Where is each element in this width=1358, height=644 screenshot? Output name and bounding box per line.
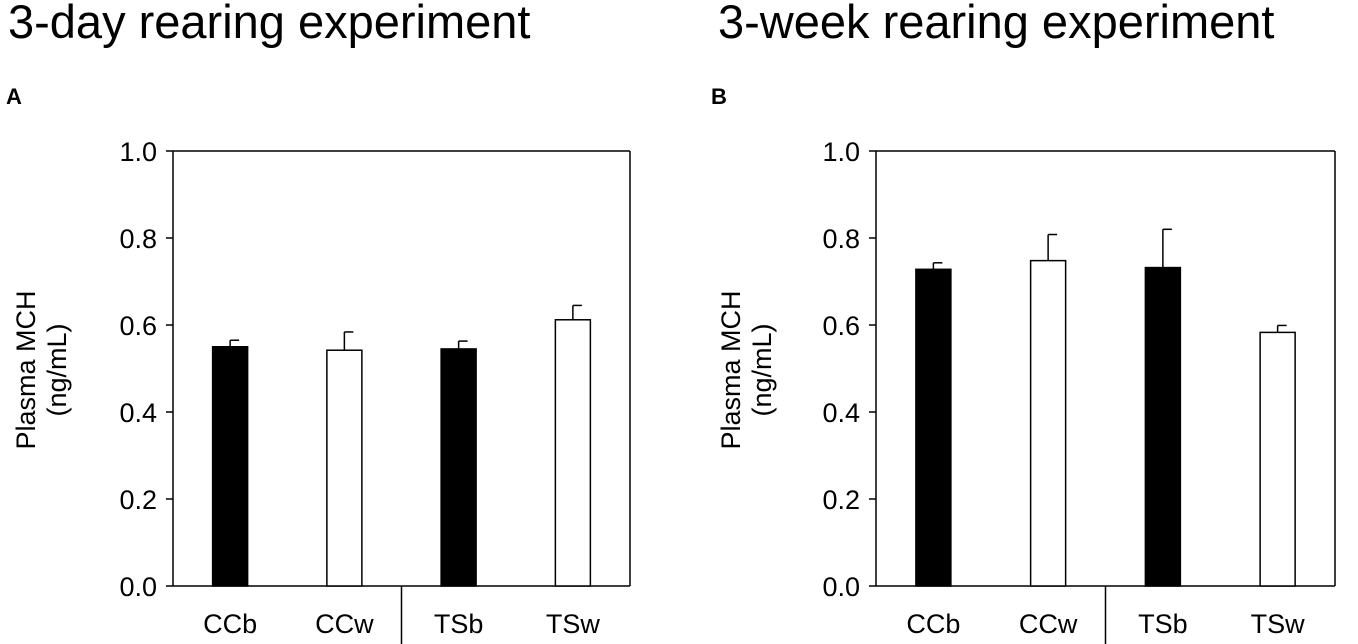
panel-b-bar-tsw xyxy=(1259,331,1296,587)
panel-b-xtick-label-tsb: TSb xyxy=(1138,609,1188,639)
panel-a-xtick-label-ccw: CCw xyxy=(315,609,374,639)
panel-a-title: 3-day rearing experiment xyxy=(8,0,531,48)
panel-b-ytick-label: 0.2 xyxy=(822,485,860,515)
panel-a-xtick-label-ccb: CCb xyxy=(203,609,257,639)
panel-a-ytick-label: 1.0 xyxy=(119,137,157,167)
panel-b-bar-ccw xyxy=(1029,259,1067,587)
panel-b-ylabel-line1: Plasma MCH xyxy=(716,290,746,449)
panel-b-ytick-label: 0.0 xyxy=(822,572,860,602)
panel-a-bar-tsw xyxy=(554,319,592,587)
panel-a-ytick-label: 0.4 xyxy=(119,398,157,428)
panel-b-ytick-label: 0.6 xyxy=(822,311,860,341)
panel-a-bar-ccw xyxy=(326,349,363,587)
panel-b-bar-tsb xyxy=(1144,266,1182,587)
panel-b-xtick-label-ccw: CCw xyxy=(1019,609,1078,639)
panel-a-ytick-label: 0.8 xyxy=(119,224,157,254)
panel-b-title: 3-week rearing experiment xyxy=(718,0,1275,48)
panel-b-bar-ccb xyxy=(915,268,952,587)
panel-a-xtick-label-tsb: TSb xyxy=(434,609,484,639)
panel-a-ytick-label: 0.6 xyxy=(119,311,157,341)
panel-b-label: B xyxy=(711,84,727,109)
panel-b-ytick-label: 0.8 xyxy=(822,224,860,254)
panel-a-ytick-label: 0.2 xyxy=(119,485,157,515)
panel-a-ylabel-line1: Plasma MCH xyxy=(11,290,41,449)
panel-b-ylabel-line2: (ng/mL) xyxy=(747,323,777,416)
panel-a-label: A xyxy=(6,84,22,109)
panel-a-xtick-label-tsw: TSw xyxy=(546,609,601,639)
panel-b-ytick-label: 0.4 xyxy=(822,398,860,428)
panel-b-xtick-label-tsw: TSw xyxy=(1251,609,1306,639)
panel-b-ytick-label: 1.0 xyxy=(822,137,860,167)
panel-a-bar-tsb xyxy=(440,348,477,587)
panel-a-ylabel-line2: (ng/mL) xyxy=(42,323,72,416)
panel-b-xtick-label-ccb: CCb xyxy=(906,609,960,639)
panel-a-bar-ccb xyxy=(211,346,249,587)
panel-a-ytick-label: 0.0 xyxy=(119,572,157,602)
